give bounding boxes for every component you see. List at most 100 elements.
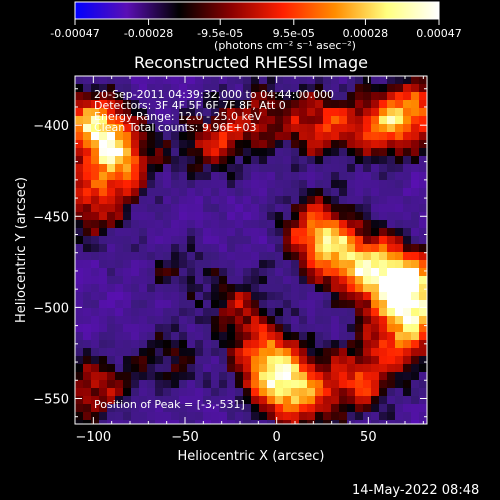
heatmap-cell (187, 84, 195, 92)
heatmap-cell (403, 292, 411, 300)
heatmap-cell (283, 348, 291, 356)
heatmap-cell (171, 76, 179, 84)
heatmap-cell (275, 116, 283, 124)
heatmap-cell (347, 396, 355, 404)
heatmap-cell (331, 180, 339, 188)
heatmap-cell (267, 172, 275, 180)
heatmap-cell (267, 412, 275, 420)
heatmap-cell (123, 148, 131, 156)
heatmap-cell (307, 260, 315, 268)
heatmap-cell (203, 100, 211, 108)
heatmap-cell (99, 308, 107, 316)
heatmap-cell (315, 260, 323, 268)
heatmap-cell (75, 156, 83, 164)
heatmap-cell (187, 284, 195, 292)
heatmap-cell (275, 180, 283, 188)
heatmap-cell (315, 388, 323, 396)
heatmap-cell (227, 84, 235, 92)
heatmap-cell (195, 388, 203, 396)
heatmap-cell (139, 364, 147, 372)
heatmap-cell (99, 372, 107, 380)
heatmap-cell (147, 116, 155, 124)
heatmap-cell (315, 380, 323, 388)
heatmap-cell (99, 172, 107, 180)
heatmap-cell (75, 76, 83, 84)
heatmap-cell (355, 148, 363, 156)
heatmap-cell (227, 156, 235, 164)
heatmap-cell (235, 204, 243, 212)
heatmap-cell (211, 108, 219, 116)
heatmap-cell (219, 268, 227, 276)
heatmap-cell (107, 404, 115, 412)
heatmap-cell (339, 388, 347, 396)
heatmap-cell (227, 260, 235, 268)
heatmap-cell (339, 172, 347, 180)
heatmap-cell (83, 228, 91, 236)
heatmap-cell (99, 284, 107, 292)
heatmap-cell (115, 372, 123, 380)
heatmap-cell (379, 196, 387, 204)
heatmap-cell (171, 372, 179, 380)
heatmap-cell (331, 172, 339, 180)
heatmap-cell (411, 268, 419, 276)
heatmap-cell (299, 228, 307, 236)
heatmap-cell (123, 84, 131, 92)
heatmap-cell (195, 284, 203, 292)
heatmap-cell (323, 364, 331, 372)
heatmap-cell (83, 164, 91, 172)
heatmap-cell (219, 84, 227, 92)
heatmap-cell (419, 108, 427, 116)
heatmap-cell (419, 244, 427, 252)
heatmap-cell (251, 396, 259, 404)
heatmap-cell (299, 76, 307, 84)
render-timestamp: 14-May-2022 08:48 (352, 483, 479, 498)
heatmap-cell (171, 268, 179, 276)
heatmap-cell (187, 148, 195, 156)
heatmap-cell (171, 348, 179, 356)
heatmap-cell (131, 340, 139, 348)
heatmap-cell (123, 252, 131, 260)
heatmap-cell (267, 356, 275, 364)
heatmap-cell (315, 364, 323, 372)
heatmap-cell (259, 244, 267, 252)
heatmap-cell (283, 124, 291, 132)
heatmap-cell (75, 276, 83, 284)
heatmap-cell (171, 164, 179, 172)
heatmap-cell (131, 108, 139, 116)
heatmap-cell (179, 244, 187, 252)
heatmap-cell (331, 124, 339, 132)
heatmap-cell (315, 100, 323, 108)
heatmap-cell (315, 132, 323, 140)
heatmap-cell (299, 412, 307, 420)
heatmap-cell (339, 116, 347, 124)
heatmap-cell (363, 324, 371, 332)
heatmap-cell (179, 76, 187, 84)
heatmap-cell (411, 316, 419, 324)
heatmap-cell (115, 76, 123, 84)
heatmap-cell (147, 308, 155, 316)
heatmap-cell (139, 268, 147, 276)
heatmap-cell (363, 348, 371, 356)
heatmap-cell (291, 252, 299, 260)
heatmap-cell (347, 356, 355, 364)
heatmap-cell (131, 372, 139, 380)
heatmap-cell (75, 116, 83, 124)
heatmap-cell (395, 284, 403, 292)
heatmap-cell (387, 348, 395, 356)
heatmap-cell (331, 268, 339, 276)
heatmap-cell (411, 332, 419, 340)
heatmap-cell (395, 308, 403, 316)
heatmap-cell (91, 236, 99, 244)
heatmap-cell (339, 84, 347, 92)
heatmap-cell (259, 156, 267, 164)
heatmap-cell (227, 140, 235, 148)
heatmap-cell (235, 380, 243, 388)
heatmap-cell (355, 300, 363, 308)
heatmap-cell (299, 332, 307, 340)
heatmap-cell (139, 156, 147, 164)
heatmap-cell (331, 244, 339, 252)
heatmap-cell (395, 332, 403, 340)
heatmap-cell (107, 164, 115, 172)
heatmap-cell (251, 84, 259, 92)
heatmap-cell (99, 244, 107, 252)
